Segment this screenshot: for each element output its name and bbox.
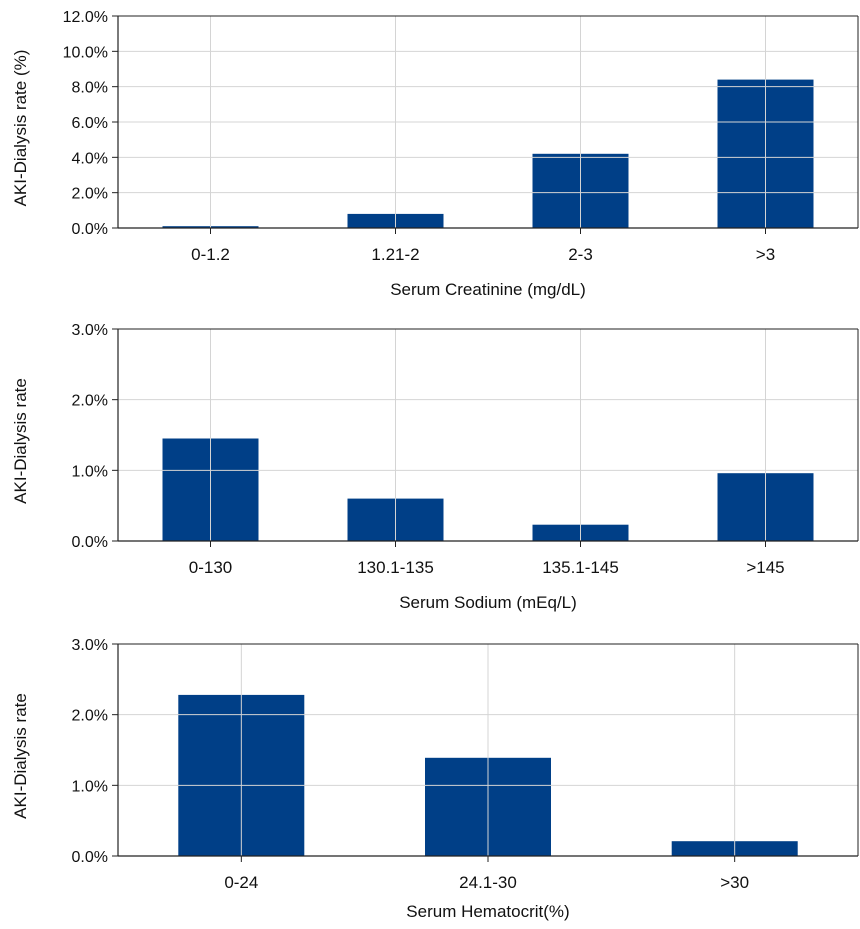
x-axis-label: Serum Creatinine (mg/dL)	[390, 280, 586, 299]
y-axis-label: AKI-Dialysis rate (%)	[11, 50, 30, 207]
y-tick-label: 2.0%	[72, 708, 108, 725]
y-axis-label: AKI-Dialysis rate	[11, 693, 30, 819]
x-tick-label: >145	[746, 558, 784, 577]
y-tick-label: 1.0%	[72, 463, 108, 480]
y-tick-label: 0.0%	[72, 534, 108, 551]
x-tick-label: 130.1-135	[357, 558, 434, 577]
x-tick-label: 1.21-2	[371, 245, 419, 264]
y-tick-label: 0.0%	[72, 849, 108, 866]
y-axis-label: AKI-Dialysis rate	[11, 378, 30, 504]
chart-3: 0.0% 1.0% 2.0% 3.0% 0-24 24.1-30 >30 Serum Hema…	[11, 637, 859, 921]
y-tick-label: 6.0%	[72, 115, 108, 132]
y-tick-label: 0.0%	[72, 221, 108, 238]
x-tick-label: 135.1-145	[542, 558, 619, 577]
x-tick-label: >30	[720, 873, 749, 892]
x-axis-label: Serum Sodium (mEq/L)	[399, 593, 577, 612]
x-tick-label: 2-3	[568, 245, 593, 264]
y-tick-label: 12.0%	[63, 9, 108, 26]
y-tick-label: 3.0%	[72, 322, 108, 339]
x-tick-label: 0-1.2	[191, 245, 230, 264]
y-tick-label: 8.0%	[72, 80, 108, 97]
chart-1: 0.0% 2.0% 4.0% 6.0% 8.0% 10.0% 12.0% 0-1.2 1.21-…	[11, 9, 859, 299]
x-tick-label: 0-24	[224, 873, 258, 892]
y-tick-label: 1.0%	[72, 778, 108, 795]
y-tick-label: 2.0%	[72, 393, 108, 410]
y-tick-label: 4.0%	[72, 150, 108, 167]
x-tick-label: >3	[756, 245, 775, 264]
y-tick-label: 10.0%	[63, 44, 108, 61]
chart-2: 0.0% 1.0% 2.0% 3.0% 0-130 130.1-135 135.1-145 >…	[11, 322, 859, 612]
x-tick-label: 0-130	[189, 558, 232, 577]
y-tick-label: 2.0%	[72, 186, 108, 203]
x-tick-label: 24.1-30	[459, 873, 517, 892]
y-tick-label: 3.0%	[72, 637, 108, 654]
x-axis-label: Serum Hematocrit(%)	[406, 902, 569, 921]
